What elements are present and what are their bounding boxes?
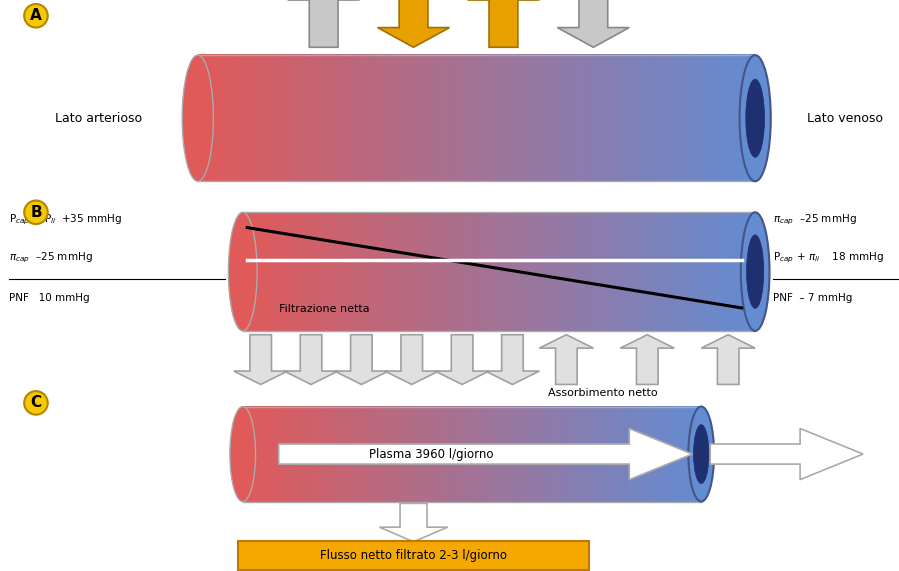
Polygon shape	[279, 428, 692, 480]
Text: Lato arterioso: Lato arterioso	[56, 112, 142, 124]
Polygon shape	[234, 335, 288, 384]
Text: P$_{cap}$ + $\pi$$_{li}$    18 mmHg: P$_{cap}$ + $\pi$$_{li}$ 18 mmHg	[773, 251, 885, 266]
Text: PNF  – 7 mmHg: PNF – 7 mmHg	[773, 293, 852, 303]
Ellipse shape	[689, 407, 714, 501]
Polygon shape	[701, 335, 755, 384]
Text: A: A	[30, 8, 42, 23]
Text: Plasma 3960 l/giorno: Plasma 3960 l/giorno	[369, 448, 493, 461]
Polygon shape	[485, 335, 539, 384]
Text: PNF   10 mmHg: PNF 10 mmHg	[9, 293, 90, 303]
Polygon shape	[379, 504, 448, 542]
Ellipse shape	[693, 425, 709, 484]
Polygon shape	[620, 335, 674, 384]
Ellipse shape	[746, 79, 764, 157]
Text: C: C	[31, 395, 41, 411]
Text: Lato venoso: Lato venoso	[807, 112, 883, 124]
Polygon shape	[378, 0, 450, 47]
Ellipse shape	[182, 55, 213, 181]
Ellipse shape	[741, 212, 770, 331]
Polygon shape	[467, 0, 539, 47]
Polygon shape	[288, 0, 360, 47]
Polygon shape	[385, 335, 439, 384]
Text: B: B	[31, 205, 41, 220]
Text: $\pi$$_{cap}$  –25 mmHg: $\pi$$_{cap}$ –25 mmHg	[773, 213, 857, 227]
Ellipse shape	[230, 407, 255, 501]
Polygon shape	[435, 335, 489, 384]
Polygon shape	[539, 335, 593, 384]
FancyBboxPatch shape	[238, 541, 589, 570]
Polygon shape	[557, 0, 629, 47]
Ellipse shape	[740, 55, 770, 181]
Text: P$_{cap}$ + P$_{li}$  +35 mmHg: P$_{cap}$ + P$_{li}$ +35 mmHg	[9, 213, 122, 227]
Text: Filtrazione netta: Filtrazione netta	[279, 304, 369, 313]
Polygon shape	[710, 428, 863, 480]
Text: $\pi$$_{cap}$  –25 mmHg: $\pi$$_{cap}$ –25 mmHg	[9, 251, 93, 266]
Text: Assorbimento netto: Assorbimento netto	[547, 388, 657, 399]
Ellipse shape	[228, 212, 257, 331]
Polygon shape	[334, 335, 388, 384]
Ellipse shape	[746, 235, 764, 308]
Polygon shape	[284, 335, 338, 384]
Text: Flusso netto filtrato 2-3 l/giorno: Flusso netto filtrato 2-3 l/giorno	[320, 549, 507, 562]
